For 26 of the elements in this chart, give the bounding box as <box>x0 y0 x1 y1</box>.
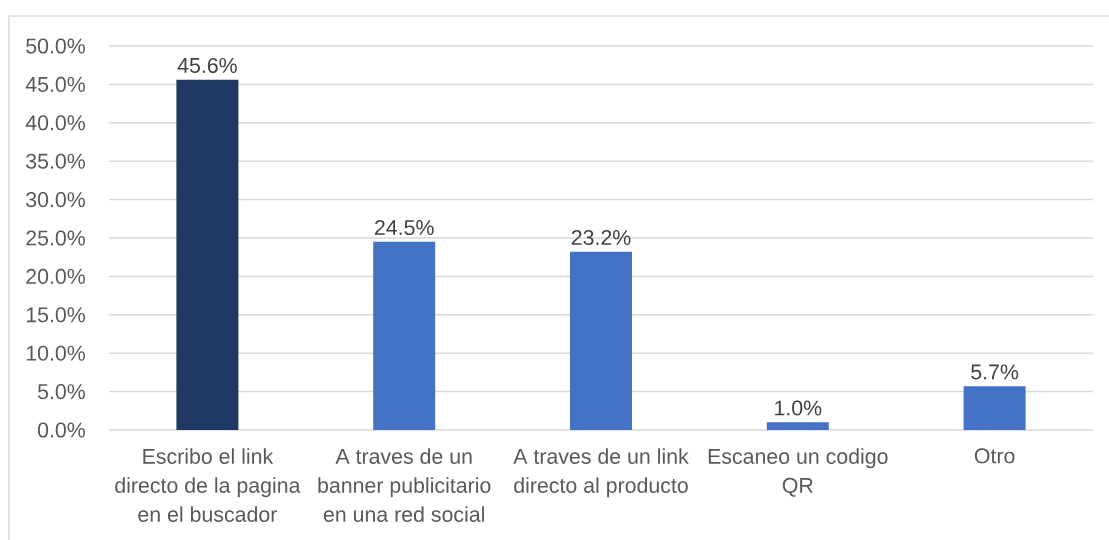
bar <box>176 79 239 430</box>
y-tick-label: 30.0% <box>26 192 85 208</box>
y-tick-label: 25.0% <box>26 230 85 246</box>
y-tick-label: 15.0% <box>26 307 85 323</box>
y-tick-label: 45.0% <box>25 76 85 92</box>
y-tick-label: 10.0% <box>26 345 85 361</box>
y-tick-label: 5.0% <box>37 384 85 400</box>
bar <box>570 251 633 430</box>
x-tick-label: Otro <box>974 448 1015 464</box>
data-label: 1.0% <box>775 400 822 416</box>
x-tick-label: Escribo el link directo de la pagina en el buscador <box>115 448 301 522</box>
bar <box>963 386 1026 430</box>
data-label: 45.6% <box>177 57 237 74</box>
y-tick-label: 0.0% <box>37 422 85 438</box>
x-tick-label: A traves de un banner publicitario en una red social <box>318 448 491 522</box>
bar <box>766 422 829 430</box>
y-tick-label: 35.0% <box>26 153 85 169</box>
data-label: 5.7% <box>971 364 1019 380</box>
data-label: 23.2% <box>571 229 631 246</box>
y-tick-label: 50.0% <box>26 38 85 54</box>
y-tick-label: 20.0% <box>26 268 85 284</box>
bar <box>373 241 436 430</box>
data-label: 24.5% <box>375 219 434 236</box>
y-tick-label: 40.0% <box>25 115 85 131</box>
x-tick-label: Escaneo un codigo QR <box>708 448 888 497</box>
x-tick-label: A traves de un link directo al producto <box>513 448 689 498</box>
